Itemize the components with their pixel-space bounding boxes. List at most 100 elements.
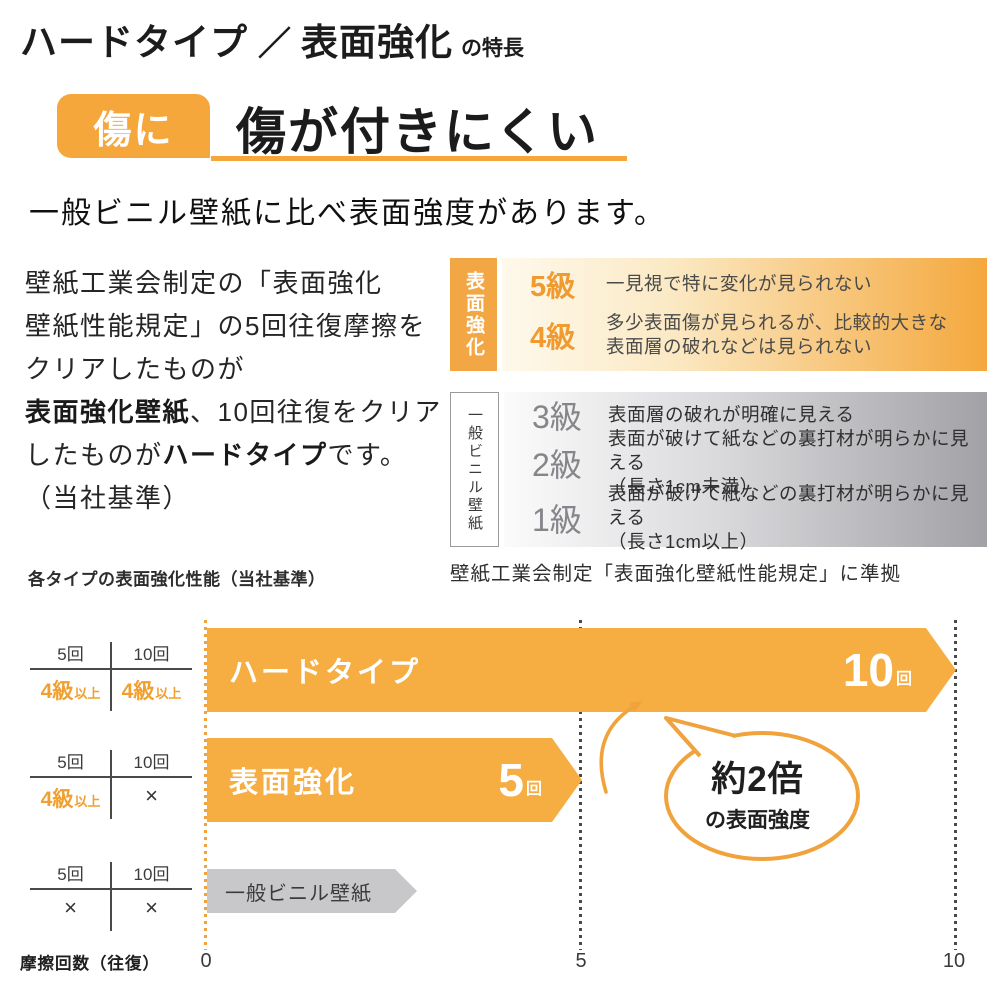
axis-tick-0: 0 [200, 950, 212, 972]
axis-label: 摩擦回数（往復） [20, 955, 160, 973]
table-value-row: 4級 以上 × [30, 778, 192, 819]
grade-label-3: 3級 [532, 398, 582, 435]
grade-row-1: 1級 表面が破けて紙などの裏打材が明らかに見える （長さ1cm以上） [504, 483, 987, 552]
result-cell-10: × [111, 778, 192, 819]
title-separator-slash: ／ [258, 25, 291, 62]
grade-desc-3: 表面層の破れが明確に見える [608, 403, 855, 425]
desc-line-1: 壁紙工業会制定の「表面強化 [25, 268, 383, 298]
results-table-hard-type: 5回 10回 4級 以上 4級 以上 [30, 642, 192, 711]
lead-text: 一般ビニル壁紙に比べ表面強度があります。 [29, 197, 666, 230]
title-hard-type: ハードタイプ [20, 22, 248, 63]
desc-bold-surface: 表面強化壁紙 [25, 397, 191, 427]
gridline-0 [204, 620, 207, 950]
grade-label-5: 5級 [530, 270, 576, 303]
table-divider [110, 642, 112, 711]
table-value-row: × × [30, 890, 192, 931]
grade-desc-4: 多少表面傷が見られるが、比較的大きな 表面層の破れなどは見られない [606, 311, 948, 359]
desc-line-6: （当社基準） [25, 483, 191, 513]
scratch-badge: 傷に [57, 94, 210, 158]
grade-row-5: 5級 一見視で特に変化が見られない [502, 264, 987, 304]
grade-desc-2-line1: 表面が破けて紙などの裏打材が明らかに見える [608, 428, 970, 473]
result-cross: × [145, 895, 158, 920]
table-divider [110, 750, 112, 819]
grade-desc-4-line1: 多少表面傷が見られるが、比較的大きな [606, 311, 948, 333]
table-value-row: 4級 以上 4級 以上 [30, 670, 192, 711]
result-cell-10: × [111, 890, 192, 931]
bubble-main-text: 約2倍 [711, 760, 804, 799]
chart-title: 各タイプの表面強化性能（当社基準） [28, 570, 326, 589]
strengthened-tab: 表面強化 [450, 258, 497, 371]
title-surface-strengthen: 表面強化 [301, 22, 453, 63]
result-cell-10: 4級 以上 [111, 670, 192, 711]
results-table-surface: 5回 10回 4級 以上 × [30, 750, 192, 819]
axis-tick-5: 5 [575, 950, 587, 972]
result-grade-suffix: 以上 [155, 686, 182, 701]
bar-value-number: 5 [498, 754, 524, 806]
bar-label-surface: 表面強化 [229, 767, 358, 799]
axis-tick-10: 10 [942, 950, 966, 972]
title-suffix: の特長 [461, 37, 524, 60]
result-cell-5: × [30, 890, 111, 931]
grade-label-2: 2級 [532, 447, 582, 483]
desc-line-5-pre: したものが [25, 440, 163, 470]
result-grade: 4級 [40, 680, 74, 703]
col-header-5: 5回 [57, 865, 84, 884]
result-cell-5: 4級 以上 [30, 778, 111, 819]
col-header-10: 10回 [133, 753, 170, 772]
grade-desc-1-line1: 表面が破けて紙などの裏打材が明らかに見える [608, 483, 970, 528]
grade-row-3: 3級 表面層の破れが明確に見える [504, 394, 987, 436]
result-cross: × [64, 895, 77, 920]
col-header-5: 5回 [57, 753, 84, 772]
result-cross: × [145, 783, 158, 808]
curved-arrow-icon [599, 701, 643, 794]
grade-label-1: 1級 [532, 502, 582, 538]
speech-bubble [664, 716, 860, 861]
desc-line-3: クリアしたものが [25, 354, 246, 384]
result-cell-5: 4級 以上 [30, 670, 111, 711]
grade-label-4: 4級 [530, 321, 576, 354]
main-heading: 傷が付きにくい [236, 104, 599, 160]
grade-desc-5: 一見視で特に変化が見られない [606, 272, 873, 294]
table-divider [110, 862, 112, 931]
bubble-text: 約2倍 の表面強度 [650, 710, 865, 865]
general-tab: 一般ビニル壁紙 [450, 392, 499, 547]
bar-label-hard-type: ハードタイプ [229, 657, 422, 689]
col-header-10: 10回 [133, 645, 170, 664]
grade-desc-2-line2: （長さ1cm未満） [608, 476, 759, 497]
heading-underline [211, 156, 627, 161]
strengthened-grade-panel: 表面強化 5級 一見視で特に変化が見られない 4級 多少表面傷が見られるが、比較… [450, 258, 987, 371]
result-grade: 4級 [121, 680, 155, 703]
desc-line-2: 壁紙性能規定」の5回往復摩擦を [25, 311, 426, 341]
bar-value-number: 10 [842, 644, 894, 696]
bar-value-unit: 回 [525, 781, 542, 798]
bar-hard-type: ハードタイプ 10 回 [207, 628, 956, 712]
page-title: ハードタイプ ／ 表面強化 の特長 [20, 12, 524, 66]
general-grade-panel: 一般ビニル壁紙 3級 表面層の破れが明確に見える 2級 表面が破けて紙などの裏打… [450, 392, 987, 552]
col-header-10: 10回 [133, 865, 170, 884]
desc-line-4-rest: 、10回往復をクリア [190, 397, 442, 427]
strengthened-panel-body: 5級 一見視で特に変化が見られない 4級 多少表面傷が見られるが、比較的大きな … [502, 258, 987, 371]
bar-value-hard-type: 10 回 [843, 647, 912, 693]
description-paragraph: 壁紙工業会制定の「表面強化 壁紙性能規定」の5回往復摩擦を クリアしたものが 表… [25, 262, 455, 520]
bar-general-vinyl: 一般ビニル壁紙 [207, 869, 417, 913]
bar-label-general: 一般ビニル壁紙 [225, 882, 372, 905]
col-header-5: 5回 [57, 645, 84, 664]
result-grade-suffix: 以上 [74, 794, 101, 809]
general-panel-body: 3級 表面層の破れが明確に見える 2級 表面が破けて紙などの裏打材が明らかに見え… [504, 392, 987, 552]
results-table-general: 5回 10回 × × [30, 862, 192, 931]
standards-caption: 壁紙工業会制定「表面強化壁紙性能規定」に準拠 [450, 563, 902, 585]
bubble-sub-text: の表面強度 [705, 809, 810, 832]
grade-desc-2: 表面が破けて紙などの裏打材が明らかに見える （長さ1cm未満） [608, 427, 987, 499]
bar-value-unit: 回 [895, 671, 912, 688]
grade-row-4: 4級 多少表面傷が見られるが、比較的大きな 表面層の破れなどは見られない [502, 304, 987, 366]
grade-desc-1-line2: （長さ1cm以上） [608, 531, 759, 552]
desc-bold-hardtype: ハードタイプ [162, 440, 328, 470]
grade-desc-1: 表面が破けて紙などの裏打材が明らかに見える （長さ1cm以上） [608, 482, 987, 554]
result-grade-suffix: 以上 [74, 686, 101, 701]
gridline-5 [579, 620, 582, 950]
gridline-10 [954, 620, 957, 950]
desc-line-5-post: です。 [327, 440, 408, 470]
